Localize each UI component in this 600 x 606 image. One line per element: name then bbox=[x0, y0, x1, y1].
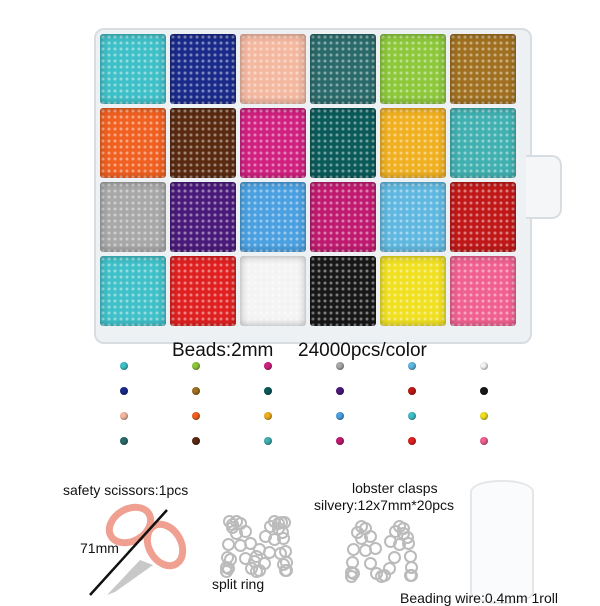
ring-piece bbox=[247, 555, 261, 569]
bead-compartment bbox=[380, 108, 446, 178]
ring-piece bbox=[244, 536, 258, 550]
ring-piece bbox=[355, 531, 368, 545]
ring-piece bbox=[396, 526, 410, 540]
ring-piece bbox=[403, 569, 417, 583]
beading-wire-spool bbox=[470, 480, 534, 604]
ring-piece bbox=[369, 541, 383, 555]
clasps-size-label: silvery:12x7mm*20pcs bbox=[314, 497, 455, 513]
color-swatch-dot bbox=[192, 362, 200, 370]
bead-compartment bbox=[450, 108, 516, 178]
bead-compartment bbox=[380, 256, 446, 326]
bead-compartment bbox=[170, 34, 236, 104]
color-swatch-dot bbox=[192, 387, 200, 395]
color-swatch-dot bbox=[264, 362, 272, 370]
color-swatch-dot bbox=[120, 412, 128, 420]
scissors-size-label: 71mm bbox=[80, 540, 119, 556]
bead-compartment bbox=[170, 182, 236, 252]
scissors-image bbox=[89, 503, 187, 596]
color-swatch-dot bbox=[264, 387, 272, 395]
bead-compartment bbox=[310, 108, 376, 178]
bead-compartment bbox=[310, 34, 376, 104]
bead-compartment bbox=[380, 182, 446, 252]
color-swatch-dot bbox=[408, 387, 416, 395]
color-swatch-dot bbox=[264, 412, 272, 420]
ring-piece bbox=[222, 538, 236, 551]
color-swatch-dot bbox=[120, 437, 128, 445]
color-swatch-dot bbox=[336, 362, 344, 370]
color-swatch-dot bbox=[480, 362, 488, 370]
box-latch bbox=[526, 155, 562, 219]
bead-compartment bbox=[240, 34, 306, 104]
color-swatch-dot bbox=[480, 387, 488, 395]
bead-compartment bbox=[170, 256, 236, 326]
bead-compartment bbox=[100, 256, 166, 326]
color-swatch-dot bbox=[480, 437, 488, 445]
ring-piece bbox=[274, 547, 288, 561]
ring-piece bbox=[224, 553, 238, 567]
color-swatch-dot bbox=[336, 387, 344, 395]
ring-piece bbox=[258, 530, 272, 544]
bead-compartment bbox=[240, 182, 306, 252]
ring-piece bbox=[383, 562, 397, 576]
color-swatch-dot bbox=[120, 362, 128, 370]
beads-count-label: 24000pcs/color bbox=[298, 340, 427, 361]
bead-compartment bbox=[310, 182, 376, 252]
bead-compartment bbox=[170, 108, 236, 178]
color-swatch-dot bbox=[192, 412, 200, 420]
color-swatch-dot bbox=[480, 412, 488, 420]
bead-compartment bbox=[240, 108, 306, 178]
color-swatch-dot bbox=[264, 437, 272, 445]
bead-compartment bbox=[100, 108, 166, 178]
ring-piece bbox=[277, 516, 291, 530]
ring-piece bbox=[277, 558, 291, 572]
color-swatch-dot bbox=[120, 387, 128, 395]
ring-piece bbox=[369, 566, 383, 580]
ring-piece bbox=[223, 515, 237, 529]
ring-piece bbox=[383, 535, 397, 549]
ring-piece bbox=[388, 550, 402, 564]
color-swatch-dot bbox=[408, 412, 416, 420]
beads-size-label: Beads:2mm bbox=[172, 340, 274, 361]
bead-compartment bbox=[380, 34, 446, 104]
ring-piece bbox=[346, 567, 360, 581]
color-swatches bbox=[120, 362, 488, 445]
clasps-label: lobster clasps bbox=[352, 480, 438, 496]
split-ring-label: split ring bbox=[212, 576, 265, 592]
bead-compartment bbox=[100, 34, 166, 104]
bead-compartment bbox=[310, 256, 376, 326]
color-swatch-dot bbox=[192, 437, 200, 445]
bead-compartment bbox=[450, 34, 516, 104]
color-swatch-dot bbox=[408, 362, 416, 370]
bead-compartment bbox=[450, 182, 516, 252]
ring-piece bbox=[347, 543, 361, 556]
color-swatch-dot bbox=[336, 437, 344, 445]
bead-compartment bbox=[240, 256, 306, 326]
scissors-label: safety scissors:1pcs bbox=[63, 482, 189, 498]
bead-compartment bbox=[450, 256, 516, 326]
color-swatch-dot bbox=[336, 412, 344, 420]
bead-compartments bbox=[100, 34, 516, 326]
bead-compartment bbox=[100, 182, 166, 252]
ring-piece bbox=[364, 557, 378, 571]
wire-label: Beading wire:0.4mm 1roll bbox=[400, 590, 558, 606]
color-swatch-dot bbox=[408, 437, 416, 445]
